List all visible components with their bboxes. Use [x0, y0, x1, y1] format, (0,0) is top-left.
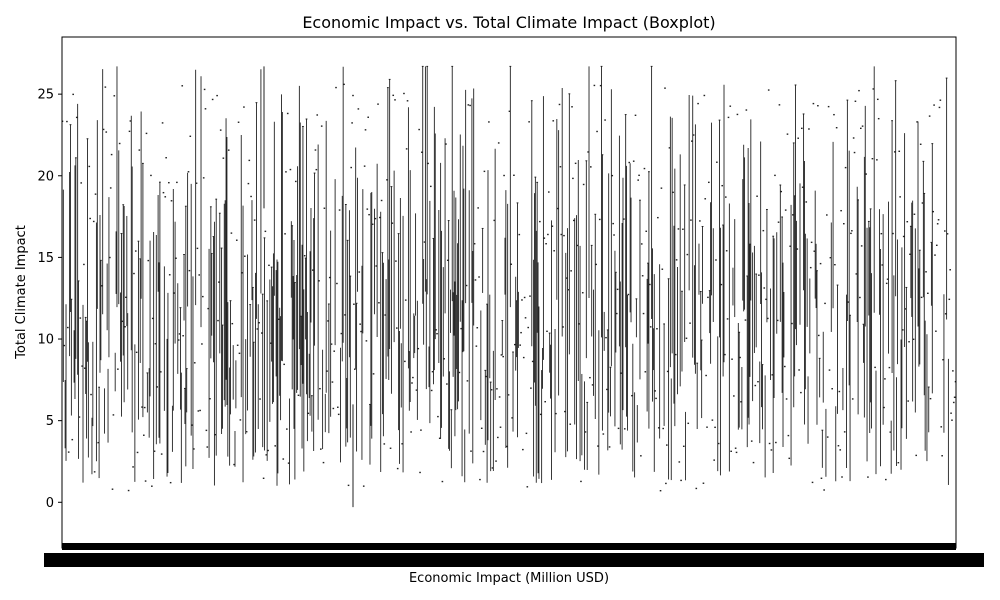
y-tick-label: 25: [37, 88, 54, 103]
y-axis-label: Total Climate Impact: [14, 225, 29, 360]
y-tick-label: 15: [37, 251, 54, 266]
y-tick-label: 0: [46, 496, 54, 511]
x-axis: [44, 543, 984, 567]
y-tick-label: 5: [46, 414, 54, 429]
y-axis: 0 5 10 15 20 25: [37, 88, 62, 511]
x-tick-labels-overlap: [44, 553, 984, 567]
x-axis-label: Economic Impact (Million USD): [409, 571, 609, 586]
chart-title: Economic Impact vs. Total Climate Impact…: [302, 13, 715, 32]
plot-area: [61, 65, 957, 508]
y-tick-label: 20: [37, 169, 54, 184]
x-tick-band: [62, 543, 956, 550]
y-tick-label: 10: [37, 333, 54, 348]
